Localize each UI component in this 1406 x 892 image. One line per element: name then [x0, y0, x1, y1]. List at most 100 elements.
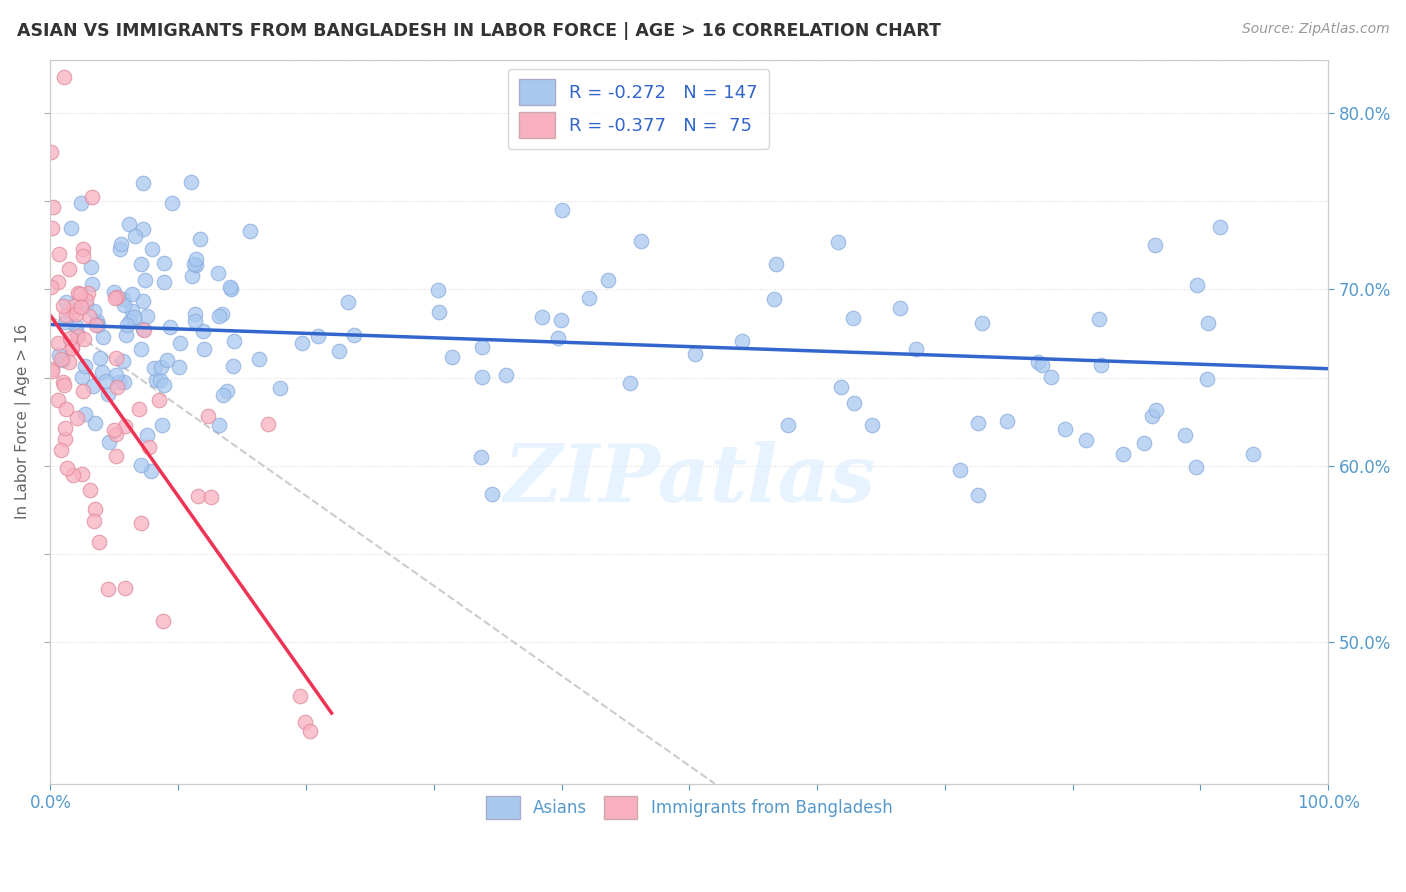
Point: [169, 336, 191, 351]
Point: [830, 380, 852, 394]
Point: [402, 812, 425, 826]
Point: [889, 301, 911, 315]
Point: [191, 324, 214, 338]
Point: [1185, 278, 1208, 293]
Point: [531, 310, 554, 324]
Point: [53, 70, 76, 85]
Point: [87, 535, 110, 549]
Point: [470, 450, 492, 465]
Point: [731, 334, 754, 348]
Point: [103, 285, 125, 299]
Point: [370, 812, 392, 826]
Point: [135, 428, 157, 442]
Point: [132, 221, 155, 235]
Point: [52, 375, 75, 389]
Point: [1090, 358, 1112, 372]
Point: [224, 334, 246, 348]
Point: [440, 350, 463, 364]
Point: [46, 393, 69, 408]
Point: [578, 291, 600, 305]
Point: [315, 789, 337, 803]
Point: [256, 417, 278, 432]
Point: [111, 354, 134, 368]
Point: [1197, 316, 1219, 330]
Point: [152, 614, 174, 628]
Point: [97, 434, 120, 449]
Point: [1112, 447, 1135, 461]
Point: [53, 378, 76, 392]
Text: ZIPatlas: ZIPatlas: [503, 441, 876, 518]
Point: [41, 221, 63, 235]
Point: [208, 417, 231, 432]
Point: [79, 260, 101, 275]
Point: [66, 410, 89, 425]
Point: [69, 286, 91, 301]
Point: [104, 351, 127, 365]
Point: [150, 417, 173, 432]
Point: [427, 283, 450, 297]
Point: [112, 298, 135, 312]
Point: [55, 401, 77, 416]
Point: [470, 340, 492, 354]
Point: [67, 328, 90, 343]
Point: [949, 463, 972, 477]
Point: [48, 247, 70, 261]
Point: [55, 308, 77, 322]
Point: [1074, 433, 1097, 447]
Point: [966, 416, 988, 430]
Point: [1053, 422, 1076, 436]
Point: [299, 723, 322, 738]
Point: [184, 307, 207, 321]
Point: [187, 489, 209, 503]
Point: [995, 414, 1018, 428]
Point: [48, 348, 70, 362]
Point: [337, 294, 360, 309]
Point: [1195, 372, 1218, 386]
Point: [105, 380, 128, 394]
Point: [60, 341, 83, 355]
Point: [247, 351, 270, 366]
Point: [104, 426, 127, 441]
Point: [156, 353, 179, 368]
Point: [72, 242, 94, 256]
Point: [82, 277, 104, 291]
Point: [186, 252, 208, 266]
Point: [153, 256, 176, 270]
Point: [73, 407, 96, 421]
Point: [167, 359, 190, 374]
Point: [208, 309, 231, 323]
Point: [66, 326, 89, 340]
Point: [1133, 435, 1156, 450]
Point: [129, 516, 152, 530]
Point: [56, 460, 79, 475]
Point: [1142, 409, 1164, 423]
Point: [212, 388, 235, 402]
Point: [1144, 402, 1167, 417]
Point: [1184, 460, 1206, 475]
Point: [41, 364, 63, 378]
Point: [39, 145, 62, 159]
Point: [904, 343, 927, 357]
Point: [114, 419, 136, 434]
Point: [307, 329, 329, 343]
Point: [121, 287, 143, 301]
Point: [765, 257, 787, 271]
Point: [110, 236, 132, 251]
Point: [76, 285, 98, 300]
Point: [481, 487, 503, 501]
Point: [82, 379, 104, 393]
Point: [77, 309, 100, 323]
Point: [685, 347, 707, 361]
Text: Source: ZipAtlas.com: Source: ZipAtlas.com: [1241, 22, 1389, 37]
Point: [103, 423, 125, 437]
Point: [114, 581, 136, 595]
Point: [188, 232, 211, 246]
Point: [842, 395, 865, 409]
Point: [46, 275, 69, 289]
Point: [471, 369, 494, 384]
Point: [82, 190, 104, 204]
Point: [134, 273, 156, 287]
Point: [129, 257, 152, 271]
Point: [1174, 427, 1197, 442]
Point: [60, 339, 83, 353]
